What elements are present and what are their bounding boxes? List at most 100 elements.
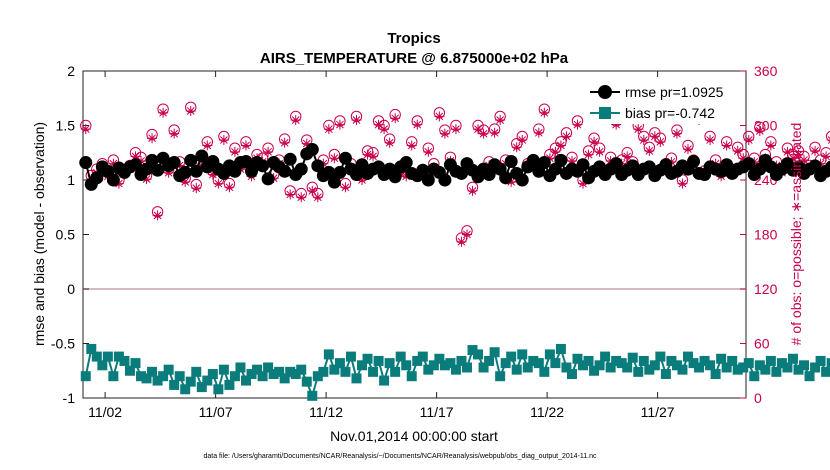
- x-axis-label: Nov.01,2014 00:00:00 start: [330, 428, 498, 444]
- rmse-series-point: [167, 156, 181, 170]
- bias-series-point: [566, 369, 577, 380]
- rmse-series-point: [305, 142, 319, 156]
- obs-assimilated-point: [738, 153, 749, 164]
- bias-series-point: [91, 351, 102, 362]
- obs-assimilated-point: [467, 185, 478, 196]
- y2-tick-label: 360: [754, 63, 778, 79]
- obs-assimilated-point: [649, 131, 660, 142]
- bias-series-point: [395, 351, 406, 362]
- rmse-series-point: [79, 156, 93, 170]
- rmse-series-point: [311, 159, 325, 173]
- y-tick-label: 1.5: [56, 118, 76, 134]
- bias-series-point: [749, 371, 760, 382]
- obs-assimilated-point: [207, 169, 218, 180]
- rmse-series-point: [554, 153, 568, 167]
- bias-series-point: [682, 351, 693, 362]
- bias-series-point: [699, 355, 710, 366]
- obs-assimilated-point: [323, 124, 334, 135]
- obs-assimilated-point: [787, 153, 798, 164]
- bias-series-point: [180, 384, 191, 395]
- obs-assimilated-point: [633, 124, 644, 135]
- bias-series-point: [787, 353, 798, 364]
- bias-series-point: [760, 364, 771, 375]
- bias-series-point: [583, 355, 594, 366]
- bias-series-point: [423, 364, 434, 375]
- y2-axis-label: # of obs: o=possible; ∗=assimilated: [788, 123, 804, 346]
- bias-series-point: [710, 369, 721, 380]
- bias-series-point: [578, 360, 589, 371]
- obs-assimilated-point: [511, 142, 522, 153]
- obs-assimilated-point: [218, 135, 229, 146]
- bias-series-point: [384, 358, 395, 369]
- bias-series-point: [368, 366, 379, 377]
- rmse-series-point: [438, 173, 452, 187]
- obs-assimilated-point: [589, 136, 600, 147]
- y2-tick-label: 60: [754, 336, 770, 352]
- bias-series-point: [285, 366, 296, 377]
- obs-assimilated-point: [578, 178, 589, 189]
- obs-assimilated-point: [340, 182, 351, 193]
- bias-series-point: [660, 369, 671, 380]
- rmse-series-point: [106, 173, 120, 187]
- bias-series-point: [174, 371, 185, 382]
- bias-series-point: [633, 366, 644, 377]
- bias-series-point: [445, 358, 456, 369]
- bias-series-point: [147, 366, 158, 377]
- bias-series-point: [666, 355, 677, 366]
- rmse-series-point: [526, 153, 540, 167]
- bias-series: [80, 343, 830, 401]
- obs-assimilated-point: [782, 146, 793, 157]
- rmse-series-point: [333, 165, 347, 179]
- bias-series-point: [732, 364, 743, 375]
- obs-possible-point: [825, 130, 830, 142]
- obs-assimilated-point: [799, 155, 810, 166]
- bias-series-point: [252, 364, 263, 375]
- obs-assimilated-point: [263, 146, 274, 157]
- rmse-series-point: [687, 154, 701, 168]
- obs-assimilated-point: [705, 135, 716, 146]
- bias-series-point: [119, 355, 130, 366]
- rmse-series-point: [128, 158, 142, 172]
- bias-series-point: [572, 353, 583, 364]
- obs-assimilated-point: [478, 128, 489, 139]
- bias-series-point: [379, 375, 390, 386]
- rmse-series-point: [499, 171, 513, 185]
- obs-assimilated-point: [754, 125, 765, 136]
- rmse-series-point: [454, 166, 468, 180]
- bias-series-point: [334, 358, 345, 369]
- obs-assimilated-point: [290, 115, 301, 126]
- obs-assimilated-point: [329, 153, 340, 164]
- bias-series-point: [456, 355, 467, 366]
- rmse-series-point: [515, 173, 529, 187]
- rmse-series-point: [349, 168, 363, 182]
- bias-series-point: [611, 355, 622, 366]
- bias-series-point: [224, 379, 235, 390]
- bias-series-point: [500, 358, 511, 369]
- bias-series-point: [649, 360, 660, 371]
- bias-series-point: [555, 343, 566, 354]
- bias-series-point: [754, 360, 765, 371]
- bias-series-point: [279, 373, 290, 384]
- bias-series-point: [274, 366, 285, 377]
- rmse-series-point: [742, 157, 756, 171]
- obs-assimilated-point: [572, 119, 583, 130]
- bias-series-point: [439, 360, 450, 371]
- obs-assimilated-point: [732, 145, 743, 156]
- bias-series-point: [97, 360, 108, 371]
- bias-series-point: [136, 371, 147, 382]
- bias-series-point: [765, 355, 776, 366]
- obs-assimilated-point: [544, 153, 555, 164]
- x-tick-label: 11/02: [88, 404, 122, 420]
- obs-assimilated-point: [506, 176, 517, 187]
- bias-series-point: [318, 366, 329, 377]
- bias-series-point: [163, 364, 174, 375]
- rmse-series: [79, 142, 830, 191]
- bias-series-point: [141, 373, 152, 384]
- obs-assimilated-point: [229, 146, 240, 157]
- chart-title: Tropics: [387, 30, 440, 47]
- bias-series-point: [517, 349, 528, 360]
- bias-series-point: [716, 353, 727, 364]
- rmse-series-point: [151, 163, 165, 177]
- bias-series-point: [605, 362, 616, 373]
